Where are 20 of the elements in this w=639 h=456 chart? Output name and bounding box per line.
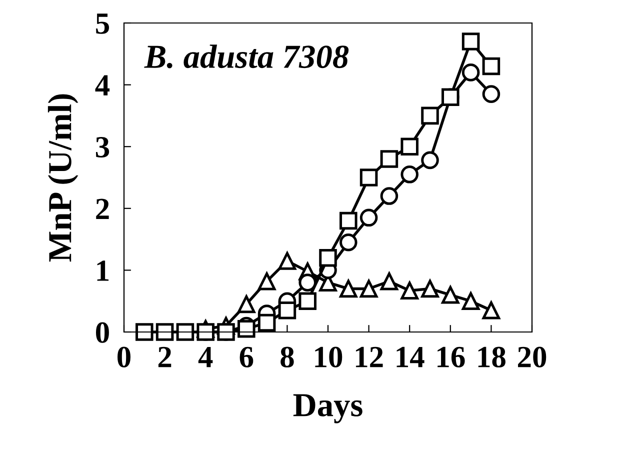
x-axis-title: Days [293, 394, 362, 424]
x-tick-label: 16 [438, 346, 465, 368]
x-tick-label: 20 [518, 346, 546, 368]
y-tick-label: 1 [97, 260, 109, 281]
y-tick-label: 2 [96, 198, 109, 219]
x-tick-label: 12 [356, 346, 383, 368]
x-tick-label: 14 [396, 346, 424, 368]
y-axis-title: MnP (U/ml) [48, 94, 78, 262]
x-tick-label: 18 [478, 346, 506, 368]
annotation: B. adusta 7308 [144, 44, 349, 68]
y-tick-label: 4 [95, 75, 110, 96]
x-tick-label: 2 [158, 346, 172, 368]
y-tick-label: 0 [96, 322, 109, 343]
x-tick-label: 8 [280, 346, 294, 368]
x-tick-label: 4 [198, 346, 213, 368]
x-tick-label: 10 [315, 346, 342, 368]
y-tick-label: 5 [96, 14, 109, 34]
x-tick-label: 0 [118, 346, 130, 368]
x-tick-label: 6 [240, 346, 254, 368]
y-tick-label: 3 [96, 136, 110, 158]
